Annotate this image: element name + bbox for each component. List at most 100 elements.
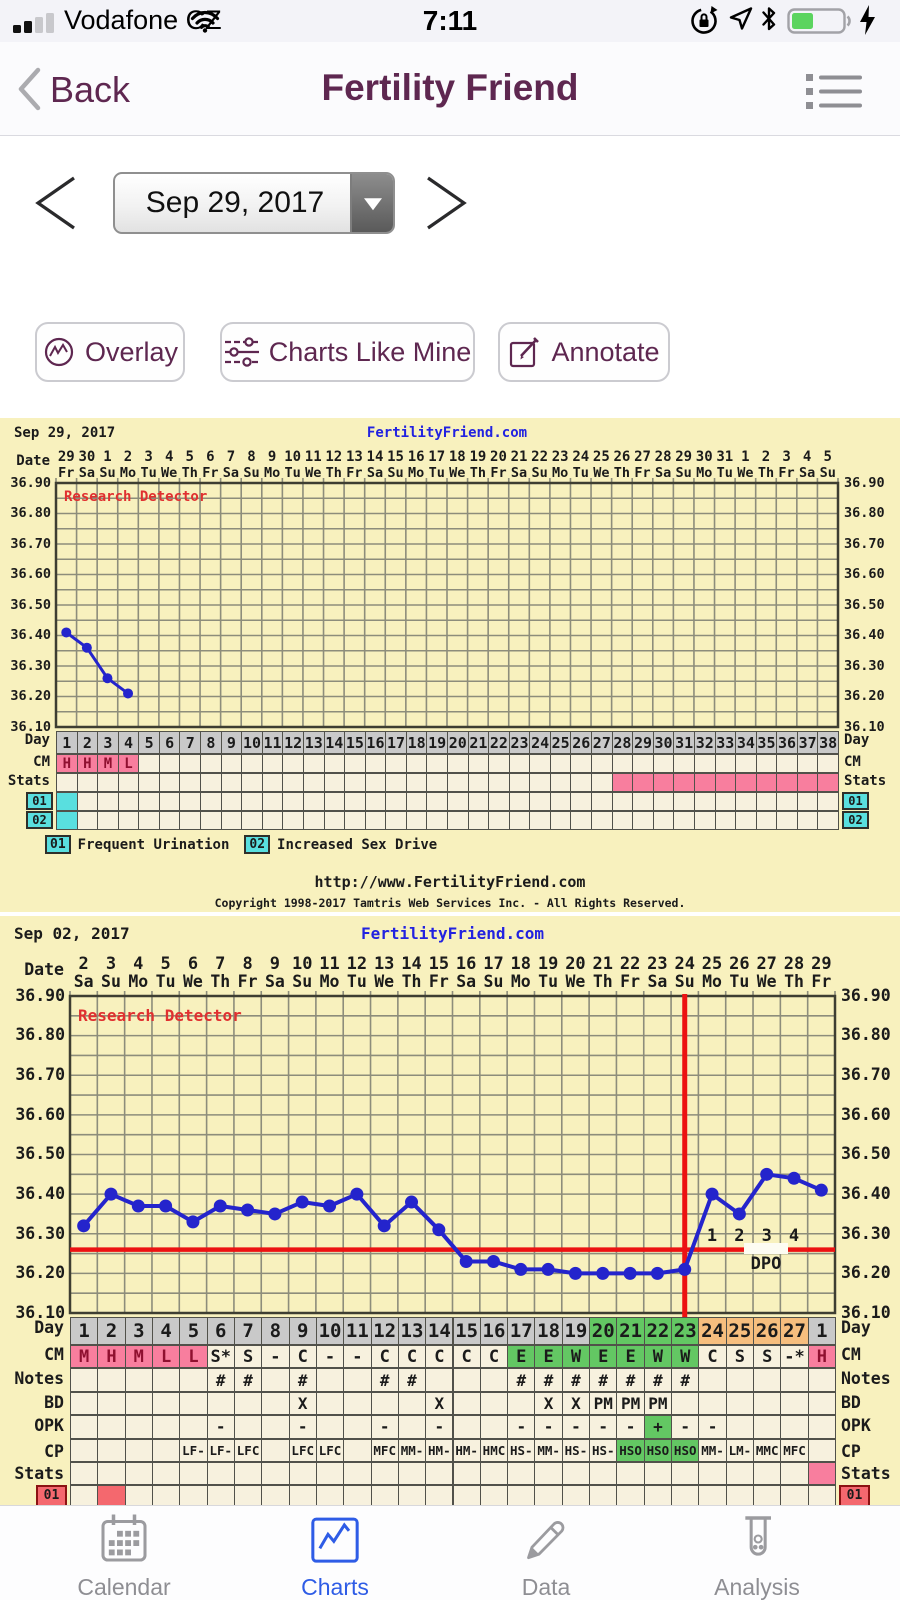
opk-cell: [261, 1415, 290, 1439]
temperature-dot: [432, 1223, 446, 1237]
date-number: 15: [428, 954, 450, 974]
cm-cell: [220, 754, 243, 773]
opk-cell: -: [507, 1415, 536, 1439]
cm-cell: -: [343, 1345, 372, 1369]
stats-cell: [479, 1462, 509, 1486]
notes-cell: #: [561, 1368, 591, 1392]
date-number: 13: [373, 954, 395, 974]
tab-calendar-label: Calendar: [77, 1574, 171, 1600]
date-number: 2: [123, 449, 133, 465]
cm-cell: [673, 754, 695, 773]
01-cell: [385, 792, 407, 811]
notes-cell: #: [206, 1368, 235, 1392]
stats-cell: [643, 1462, 673, 1486]
02-cell: [673, 811, 695, 830]
date-number: 21: [510, 449, 528, 465]
notes-cell: [70, 1368, 99, 1392]
stats-cell: [385, 773, 407, 792]
opk-cell: [452, 1415, 481, 1439]
temp-axis-label-right: 36.20: [844, 688, 885, 705]
cm-cell: [200, 754, 222, 773]
opk-cell: [807, 1415, 836, 1439]
dpo-box: [744, 1243, 788, 1254]
date-select[interactable]: Sep 29, 2017: [113, 172, 395, 234]
date-weekday: Th: [325, 465, 342, 481]
temperature-line: [82, 1172, 823, 1276]
stats-cell: [452, 1462, 481, 1486]
day-cell: 6: [158, 731, 181, 754]
stats-cell: [241, 773, 263, 792]
date-weekday: Fr: [58, 465, 75, 481]
next-date-button[interactable]: [420, 174, 472, 232]
tab-analysis[interactable]: Analysis: [677, 1511, 837, 1600]
cm-cell: M: [70, 1345, 99, 1369]
annotate-button[interactable]: Annotate: [498, 322, 670, 382]
back-button[interactable]: Back: [50, 69, 131, 110]
cm-cell: [529, 754, 551, 773]
date-weekday: Mo: [696, 465, 713, 481]
bd-cell: PM: [589, 1391, 618, 1416]
01-cell: [817, 792, 839, 811]
prev-date-button[interactable]: [30, 174, 82, 232]
cm-cell: H: [807, 1345, 836, 1369]
01-cell: [261, 1485, 290, 1505]
status-bar: Vodafone CZ 7:11: [0, 0, 900, 42]
day-cell: 24: [698, 1317, 727, 1345]
stats-cell: [179, 773, 202, 792]
chart-image-current-cycle[interactable]: Sep 29, 2017 FertilityFriend.com 29 Fr 30 Sa 1…: [0, 415, 900, 916]
date-number: 7: [226, 449, 236, 465]
cm-cell: [179, 754, 202, 773]
02-cell: [508, 811, 531, 830]
temperature-dot: [787, 1171, 801, 1185]
day-cell: 2: [76, 731, 99, 754]
list-menu-icon[interactable]: [806, 72, 862, 110]
date-number: 16: [407, 449, 425, 465]
stats-cell: [158, 773, 181, 792]
day-cell: 3: [97, 731, 119, 754]
cm-cell: [714, 754, 737, 773]
charts-like-mine-label: Charts Like Mine: [268, 336, 472, 367]
date-number: 15: [387, 449, 404, 465]
temperature-dot: [159, 1199, 173, 1213]
01-cell: [158, 792, 181, 811]
bd-cell: PM: [643, 1391, 673, 1416]
row-label-left: CM: [44, 1345, 64, 1365]
stats-cell: [570, 773, 593, 792]
temperature-dot: [405, 1195, 419, 1209]
day-cell: 27: [591, 731, 613, 754]
cm-cell: C: [425, 1345, 454, 1369]
stats-cell: [315, 1462, 345, 1486]
date-weekday: Sa: [654, 465, 672, 481]
date-weekday: Tu: [716, 465, 733, 481]
annotate-icon: [510, 337, 540, 368]
date-number: 11: [304, 449, 322, 465]
tab-data[interactable]: Data: [466, 1511, 626, 1600]
cp-cell: HS-: [561, 1438, 591, 1462]
01-cell: [725, 1485, 755, 1505]
date-number: 6: [206, 449, 215, 465]
temperature-dot: [77, 1219, 91, 1233]
tab-charts[interactable]: Charts: [255, 1511, 415, 1600]
cm-cell: -: [315, 1345, 345, 1369]
tab-calendar[interactable]: Calendar: [44, 1511, 204, 1600]
cm-cell: [323, 754, 346, 773]
01-cell: [589, 1485, 618, 1505]
chart-image-previous-cycle[interactable]: Sep 02, 2017 FertilityFriend.com 2 Sa 3 Su 4 Mo…: [0, 916, 900, 1505]
overlay-button[interactable]: Overlay: [35, 322, 185, 382]
day-cell: 20: [589, 1317, 618, 1345]
row-label-left: Stats: [7, 772, 50, 789]
notes-cell: [151, 1368, 181, 1392]
row-label-box: 01: [36, 1485, 67, 1505]
stats-cell: [611, 773, 634, 792]
notes-cell: [452, 1368, 481, 1392]
date-weekday: We: [183, 972, 203, 991]
date-number: 29: [811, 954, 832, 974]
cp-cell: MFC: [780, 1438, 809, 1462]
bd-cell: [343, 1391, 372, 1416]
temperature-dot: [377, 1219, 391, 1233]
temp-axis-label-right: 36.10: [844, 718, 885, 735]
temp-axis-label-right: 36.30: [844, 657, 885, 674]
02-cell: [97, 811, 119, 830]
charts-like-mine-button[interactable]: Charts Like Mine: [220, 322, 475, 382]
temp-axis-label-right: 36.50: [841, 1144, 891, 1164]
